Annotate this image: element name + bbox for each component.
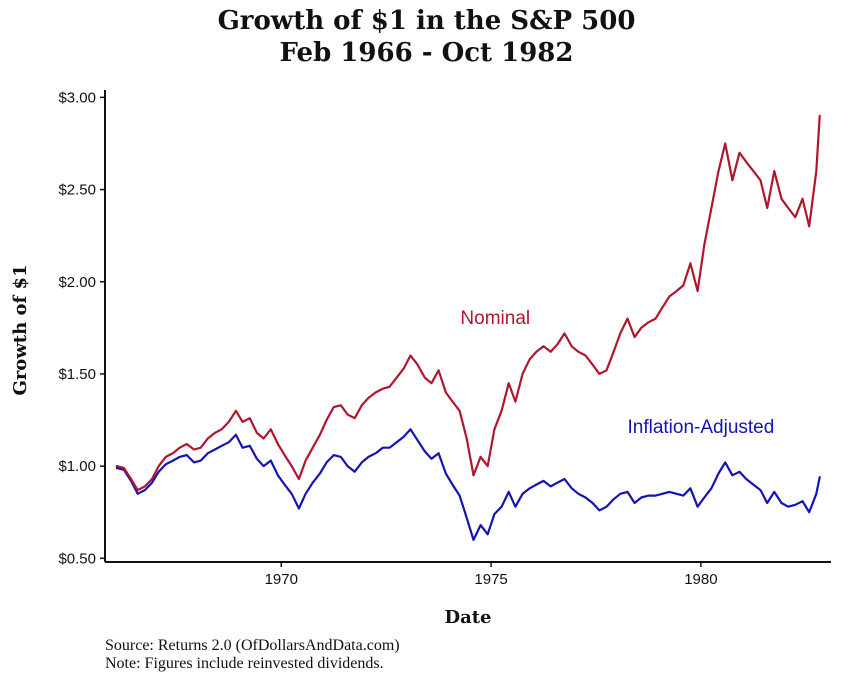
y-tick-label: $0.50: [58, 550, 96, 567]
x-tick-label: 1980: [684, 571, 717, 588]
source-note: Source: Returns 2.0 (OfDollarsAndData.co…: [105, 637, 400, 654]
x-tick-label: 1975: [474, 571, 507, 588]
dividend-note: Note: Figures include reinvested dividen…: [105, 655, 384, 672]
y-tick-label: $1.00: [58, 458, 96, 475]
y-tick-label: $3.00: [58, 89, 96, 106]
series-layer: [115, 114, 821, 542]
axes: $0.50 $1.00 $1.50 $2.00 $2.50 $3.00 1970 1975 19…: [10, 89, 831, 628]
series-line-nominal: [115, 114, 821, 492]
x-tick-label: 1970: [265, 571, 298, 588]
chart-title-line-2: Feb 1966 - Oct 1982: [279, 38, 574, 68]
series-label-inflation-adjusted: Inflation-Adjusted: [627, 417, 774, 438]
labels-layer: Nominal Inflation-Adjusted: [460, 308, 774, 438]
chart-title-line-1: Growth of $1 in the S&P 500: [217, 6, 636, 36]
y-tick-label: $2.50: [58, 182, 96, 199]
y-tick-label: $1.50: [58, 366, 96, 383]
series-line-inflation-adjusted: [115, 428, 821, 542]
series-label-nominal: Nominal: [460, 308, 530, 329]
x-axis-label: Date: [444, 607, 491, 628]
y-tick-label: $2.00: [58, 274, 96, 291]
y-axis-label: Growth of $1: [10, 264, 31, 395]
